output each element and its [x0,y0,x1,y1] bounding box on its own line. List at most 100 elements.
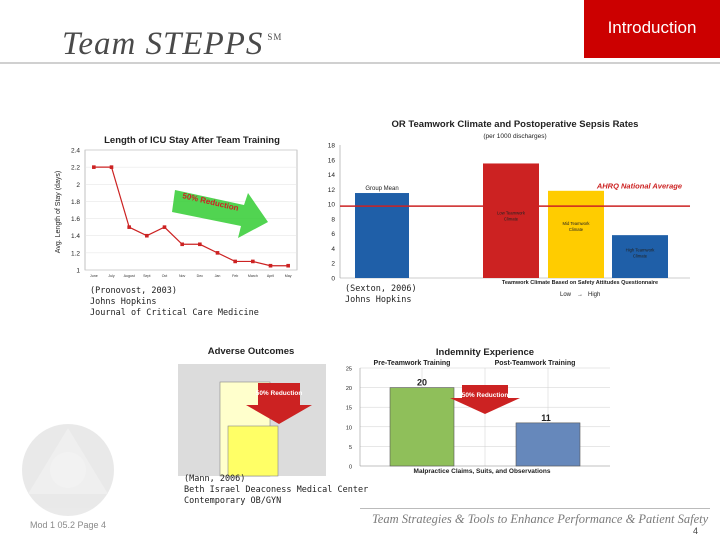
y-tick-label: 1 [76,268,80,275]
indemnity-series-post: Post-Teamwork Training [495,360,576,367]
y-tick-label: 2.4 [71,148,80,155]
sepsis-chart-title: OR Teamwork Climate and Postoperative Se… [392,119,639,130]
y-tick-label: 2.2 [71,165,80,172]
citation-sexton: (Sexton, 2006) Johns Hopkins [345,284,417,305]
x-tick-label: Jan [215,274,221,278]
adverse-outcomes-chart: Adverse Outcomes 50% Reduction [178,346,326,477]
x-tick-label: Oct [162,274,168,278]
arrow-right-icon: → [577,292,583,298]
citation-mann: (Mann, 2006) Beth Israel Deaconess Medic… [184,474,369,506]
adverse-chart-title: Adverse Outcomes [208,346,295,357]
value-label: 20 [417,378,427,388]
y-tick-label: 8 [331,216,335,223]
data-point [92,165,96,169]
y-tick-label: 15 [346,406,352,412]
indemnity-reduction-label: 50% Reduction [462,392,509,399]
sepsis-high-label: High [588,292,600,298]
indemnity-reduction-arrow [450,385,520,414]
sepsis-chart-subtitle: (per 1000 discharges) [483,133,546,140]
x-tick-label: Feb [232,274,238,278]
group-mean-bar [355,193,409,278]
y-tick-label: 10 [346,425,352,431]
y-tick-label: 1.6 [71,216,80,223]
icu-chart-title: Length of ICU Stay After Team Training [104,135,280,146]
indemnity-bar [515,422,581,467]
category-label: Climate [569,227,584,232]
icu-stay-chart: Length of ICU Stay After Team Training 1… [55,135,298,278]
x-tick-label: May [285,274,292,278]
service-mark: SM [267,32,283,42]
indemnity-x-axis-label: Malpractice Claims, Suits, and Observati… [414,468,551,475]
indemnity-series-pre: Pre-Teamwork Training [374,360,451,367]
y-tick-label: 12 [328,187,336,194]
y-tick-label: 25 [346,367,352,373]
citation-pronovost: (Pronovost, 2003) Johns Hopkins Journal … [90,286,259,318]
y-tick-label: 5 [349,445,352,451]
category-label: Climate [504,216,519,221]
y-tick-label: 1.4 [71,233,80,240]
data-point [215,251,220,255]
x-tick-label: April [267,274,274,278]
data-point [162,225,167,229]
icu-y-axis-label: Avg. Length of Stay (days) [55,171,62,253]
climate-bar [612,235,668,278]
footer-tagline: Team Strategies & Tools to Enhance Perfo… [372,512,709,526]
module-label: Mod 1 05.2 Page 4 [30,520,107,530]
value-label: 11 [541,413,551,423]
data-point [233,259,237,264]
x-tick-label: June [90,274,98,278]
x-tick-label: Nov [179,274,186,278]
teamstepps-logo: Team STEPPS SM [62,26,282,63]
sepsis-x-axis-label: Teamwork Climate Based on Safety Attitud… [502,280,658,286]
adverse-reduction-label: 50% Reduction [256,390,303,397]
page-number: 4 [693,526,699,536]
indemnity-chart: Indemnity Experience Pre-Teamwork Traini… [346,347,610,475]
indemnity-bar [389,387,455,467]
sepsis-low-label: Low [560,292,572,298]
indemnity-chart-title: Indemnity Experience [436,347,534,358]
data-point [286,263,290,268]
data-point [180,242,184,247]
watermark-emblem [22,424,114,516]
climate-bar [483,163,539,278]
category-label: Mid Teamwork [563,221,591,226]
group-mean-label: Group Mean [365,186,398,192]
x-tick-label: Sept [143,274,150,278]
y-tick-label: 0 [349,465,352,471]
national-average-label: AHRQ National Average [596,182,682,191]
climate-bar [548,190,604,278]
category-label: Low Teamwork [497,210,526,215]
icu-series-line [93,166,289,267]
y-tick-label: 1.8 [71,199,80,206]
footer-divider [360,508,710,509]
y-tick-label: 20 [346,386,352,392]
x-tick-label: Dec [197,274,204,278]
header-divider [0,62,720,64]
reduction-arrow [172,190,268,238]
data-point [109,165,114,169]
data-point [268,263,273,268]
y-tick-label: 10 [328,202,336,209]
y-tick-label: 14 [328,172,336,179]
category-label: Climate [633,253,648,258]
y-tick-label: 6 [331,231,335,238]
logo-text: Team STEPPS [62,26,264,62]
y-tick-label: 4 [331,246,335,253]
y-tick-label: 1.2 [71,250,80,257]
adverse-reduction-arrow [246,383,312,424]
data-point [127,225,131,229]
sepsis-rate-chart: OR Teamwork Climate and Postoperative Se… [328,119,690,298]
y-tick-label: 2 [331,261,335,268]
data-point [198,242,202,247]
x-tick-label: March [248,274,258,278]
x-tick-label: August [124,274,135,278]
category-label: High Teamwork [626,247,656,252]
y-tick-label: 16 [328,157,336,164]
y-tick-label: 18 [328,143,336,150]
y-tick-label: 0 [331,276,335,283]
data-point [251,259,255,264]
y-tick-label: 2 [76,182,80,189]
data-point [145,233,149,238]
x-tick-label: July [108,274,115,278]
